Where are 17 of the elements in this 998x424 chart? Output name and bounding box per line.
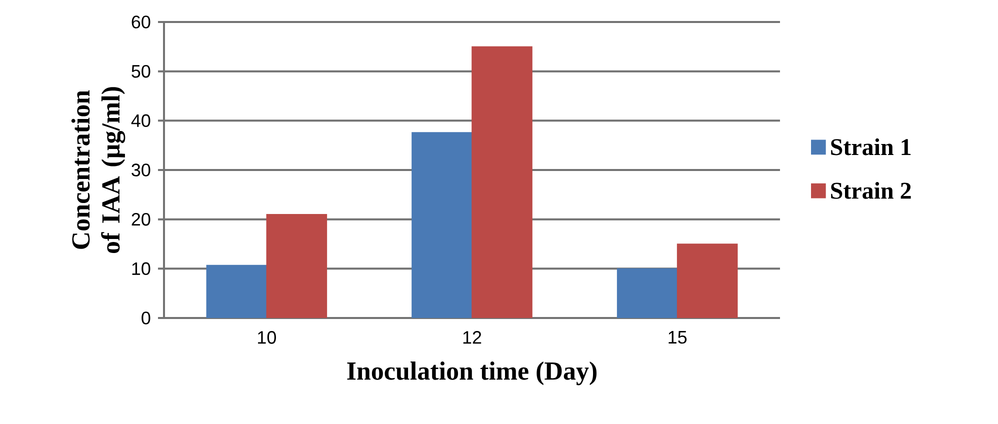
y-tick-label: 60 [132, 16, 150, 28]
bar [472, 46, 532, 318]
y-tick-label: 40 [131, 114, 150, 128]
y-axis-title: Concentration of IAA (µg/ml) [71, 87, 126, 254]
y-tick-label: 0 [142, 312, 150, 324]
bar [676, 244, 738, 318]
x-tick-label: 15 [668, 331, 687, 344]
x-tick-label: 12 [463, 331, 482, 344]
y-tick-label: 50 [132, 64, 150, 78]
legend-label: Strain 2 [831, 182, 911, 199]
bar [266, 214, 328, 318]
x-axis-title: Inoculation time (Day) [347, 362, 597, 386]
y-tick-label: 30 [132, 164, 150, 176]
y-tick-label: 10 [132, 262, 150, 276]
x-tick-label: 10 [258, 331, 276, 344]
y-tick-label: 20 [132, 212, 150, 226]
legend-label: Strain 1 [831, 138, 911, 156]
